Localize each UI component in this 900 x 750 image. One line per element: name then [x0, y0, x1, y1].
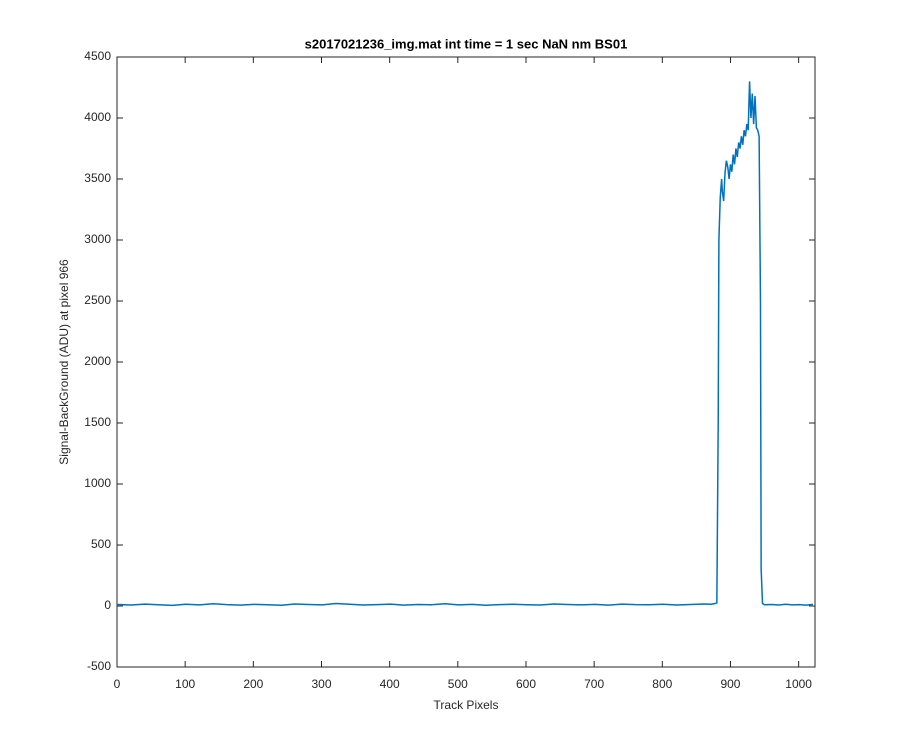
y-tick-label: 3500 [84, 171, 111, 185]
y-tick-label: -500 [87, 659, 111, 673]
y-tick-label: 1500 [84, 415, 111, 429]
x-axis-label: Track Pixels [434, 698, 499, 712]
x-tick-label: 0 [114, 677, 121, 691]
y-axis-label: Signal-BackGround (ADU) at pixel 966 [57, 259, 71, 465]
y-tick-label: 2000 [84, 354, 111, 368]
y-tick-label: 1000 [84, 476, 111, 490]
y-tick-label: 2500 [84, 293, 111, 307]
x-tick-label: 400 [380, 677, 400, 691]
plot-box [116, 56, 816, 668]
y-tick-label: 4000 [84, 110, 111, 124]
y-tick-label: 3000 [84, 232, 111, 246]
data-line [117, 81, 814, 607]
x-tick-label: 600 [516, 677, 536, 691]
x-tick-label: 200 [243, 677, 263, 691]
y-tick-label: 500 [91, 537, 111, 551]
x-tick-label: 300 [311, 677, 331, 691]
x-tick-label: 1000 [785, 677, 812, 691]
x-tick-label: 800 [652, 677, 672, 691]
x-tick-label: 500 [448, 677, 468, 691]
x-tick-label: 700 [584, 677, 604, 691]
x-tick-label: 900 [720, 677, 740, 691]
y-tick-label: 4500 [84, 49, 111, 63]
x-tick-label: 100 [175, 677, 195, 691]
chart-title: s2017021236_img.mat int time = 1 sec NaN… [305, 36, 628, 51]
y-tick-label: 0 [104, 598, 111, 612]
